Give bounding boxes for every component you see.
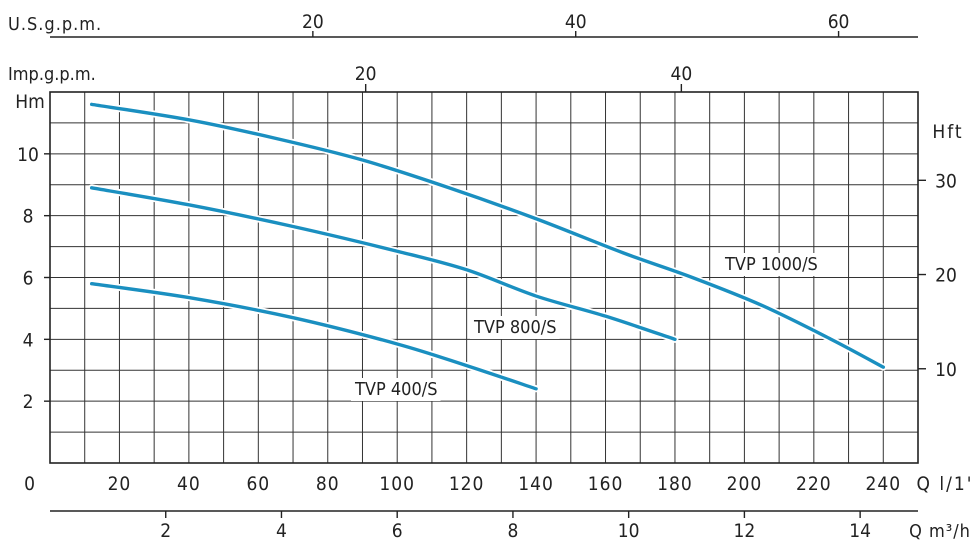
series-line-tvp-1000-s (89, 102, 885, 369)
series-label-background (470, 316, 560, 339)
x-m3h-tick-label: 8 (507, 520, 518, 542)
series-label: TVP 400/S (354, 379, 438, 400)
y-right-tick-label: 30 (935, 170, 957, 192)
series-label-background (351, 378, 441, 401)
y-left-tick-label: 4 (23, 329, 34, 351)
x-m3h-tick-label: 2 (160, 520, 171, 542)
series-line-tvp-800-s (89, 186, 677, 342)
x-main-tick-label: 200 (727, 473, 763, 495)
x-usgpm-tick-label: 20 (302, 11, 324, 33)
series-label: TVP 800/S (473, 317, 557, 338)
y-left-unit-label: Hm (15, 91, 45, 113)
x-m3h-tick-label: 14 (849, 520, 871, 542)
x-m3h-tick-label: 4 (276, 520, 287, 542)
series-halo (88, 184, 679, 343)
x-main-tick-label: 80 (316, 473, 340, 495)
x-main-tick-label: 0 (24, 473, 36, 495)
axes: 2 4 6 8 10 Hm 10 20 30 Hft 0 20 40 60 80 100 120 140 160 18… (8, 11, 974, 542)
x-usgpm-unit-label: U.S.g.p.m. (8, 14, 102, 35)
y-right-tick-label: 20 (935, 265, 957, 287)
x-main-tick-label: 20 (108, 473, 132, 495)
series-group (88, 100, 887, 393)
x-main-tick-label: 140 (518, 473, 554, 495)
x-usgpm-tick-label: 40 (565, 11, 587, 33)
x-m3h-tick-label: 10 (618, 520, 640, 542)
x-m3h-tick-label: 6 (392, 520, 403, 542)
x-impgpm-tick-label: 20 (355, 63, 377, 85)
y-left-tick-label: 6 (23, 268, 34, 290)
series-label-background (721, 253, 821, 276)
x-main-tick-label: 240 (865, 473, 901, 495)
x-usgpm-tick-label: 60 (828, 11, 850, 33)
x-impgpm-unit-label: Imp.g.p.m. (8, 64, 96, 85)
x-m3h-unit-label: Q m³/h (909, 521, 971, 542)
series-line-tvp-400-s (89, 281, 538, 391)
x-m3h-tick-label: 12 (734, 520, 756, 542)
series-label: TVP 1000/S (724, 254, 818, 275)
labels: TVP 1000/S TVP 800/S TVP 400/S (351, 253, 821, 401)
y-left-tick-label: 2 (23, 391, 34, 413)
x-main-tick-label: 120 (449, 473, 485, 495)
y-right-tick-label: 10 (935, 359, 957, 381)
y-left-tick-label: 10 (17, 144, 39, 166)
x-impgpm-tick-label: 40 (670, 63, 692, 85)
x-main-unit-label: Q l/1' (917, 473, 974, 495)
y-right-unit-label: Hft (932, 121, 963, 143)
x-main-tick-label: 220 (796, 473, 832, 495)
x-main-tick-label: 60 (246, 473, 270, 495)
x-main-tick-label: 100 (379, 473, 415, 495)
x-main-tick-label: 180 (657, 473, 693, 495)
x-main-tick-label: 40 (177, 473, 201, 495)
x-main-tick-label: 160 (588, 473, 624, 495)
y-left-tick-label: 8 (23, 206, 34, 228)
series-halo (88, 280, 540, 393)
